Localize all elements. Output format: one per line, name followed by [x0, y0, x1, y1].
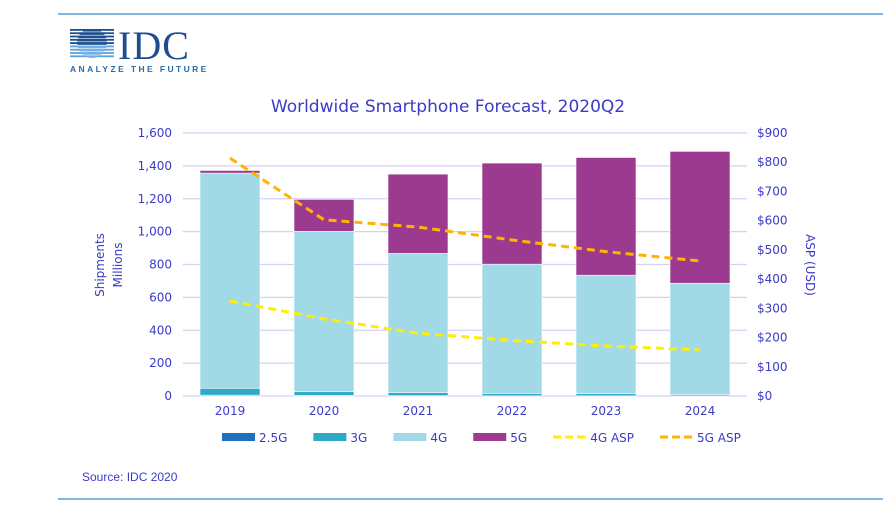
y2-tick-label: $300	[757, 301, 788, 315]
legend-label: 4G	[430, 431, 447, 445]
bar-4g-2024	[669, 282, 731, 395]
bar-5g-2020	[293, 199, 355, 232]
logo-globe-band	[77, 38, 107, 42]
y2-axis-title: ASP (USD)	[803, 234, 817, 296]
logo-globe-band	[77, 55, 107, 58]
y2-tick-label: $400	[757, 272, 788, 286]
legend-label: 3G	[350, 431, 367, 445]
y-tick-label: 1,200	[138, 192, 172, 206]
bar-3g-2021	[387, 392, 449, 396]
y2-tick-label: $500	[757, 243, 788, 257]
x-tick-label: 2023	[591, 404, 622, 418]
logo-globe-band	[77, 45, 107, 49]
bar-3g-2022	[481, 393, 543, 397]
legend-label: 4G ASP	[590, 431, 634, 445]
y-tick-label: 600	[149, 290, 172, 304]
line-4g-asp	[229, 299, 701, 352]
bar-4g-2023	[575, 274, 637, 394]
y-tick-label: 200	[149, 356, 172, 370]
bar-3g-2019	[199, 387, 261, 396]
bar-5g-2021	[387, 173, 449, 254]
legend-swatch-2.5G	[222, 433, 255, 441]
source-note: Source: IDC 2020	[82, 470, 178, 484]
y-axis-title: Shipments	[93, 233, 107, 297]
y2-tick-label: $100	[757, 360, 788, 374]
y2-tick-label: $800	[757, 155, 788, 169]
bar-5g-2024	[669, 151, 731, 284]
bar-5g-2023	[575, 157, 637, 276]
line-5g-asp	[229, 156, 701, 263]
x-tick-label: 2024	[685, 404, 716, 418]
bar-4g-2022	[481, 263, 543, 394]
y2-tick-label: $0	[757, 389, 772, 403]
legend-label: 5G ASP	[697, 431, 741, 445]
legend-swatch-4G	[393, 433, 427, 441]
logo-text: IDC	[118, 23, 190, 68]
legend-label: 5G	[510, 431, 527, 445]
logo-globe-band	[77, 52, 107, 55]
x-tick-label: 2020	[309, 404, 340, 418]
y-axis-title: Millions	[111, 243, 125, 288]
logo-globe-band	[77, 48, 107, 52]
x-tick-label: 2021	[403, 404, 434, 418]
x-tick-label: 2022	[497, 404, 528, 418]
y-tick-label: 1,400	[138, 159, 172, 173]
y-tick-label: 0	[164, 389, 172, 403]
y-tick-label: 800	[149, 258, 172, 272]
bar-5g-2019	[199, 170, 261, 174]
y-tick-label: 1,600	[138, 126, 172, 140]
bar-3g-2020	[293, 391, 355, 396]
bar-4g-2021	[387, 253, 449, 394]
bar-3g-2023	[575, 393, 637, 397]
y-tick-label: 1,000	[138, 225, 172, 239]
logo-globe-band	[77, 42, 107, 45]
logo-globe-band	[77, 35, 107, 39]
y2-tick-label: $600	[757, 214, 788, 228]
legend-swatch-3G	[313, 433, 347, 441]
logo-tagline: ANALYZE THE FUTURE	[70, 64, 209, 74]
y-tick-label: 400	[149, 323, 172, 337]
bar-4g-2020	[293, 231, 355, 393]
bar-5g-2022	[481, 162, 543, 265]
bar-4g-2019	[199, 172, 261, 389]
chart-title: Worldwide Smartphone Forecast, 2020Q2	[271, 97, 625, 117]
x-tick-label: 2019	[215, 404, 246, 418]
idc-logo: IDC ANALYZE THE FUTURE	[70, 23, 210, 76]
y2-tick-label: $700	[757, 184, 788, 198]
logo-globe-band	[77, 32, 107, 35]
y2-tick-label: $200	[757, 331, 788, 345]
y2-tick-label: $900	[757, 126, 788, 140]
legend-swatch-5G	[473, 433, 507, 441]
logo-globe-icon	[70, 29, 114, 58]
logo-globe-band	[77, 29, 107, 32]
legend-label: 2.5G	[259, 431, 287, 445]
